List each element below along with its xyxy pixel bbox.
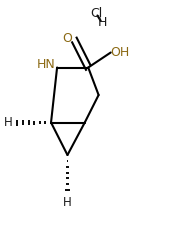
Text: HN: HN	[37, 58, 55, 71]
Text: OH: OH	[111, 46, 130, 59]
Text: O: O	[62, 32, 72, 45]
Text: H: H	[97, 16, 107, 29]
Text: Cl: Cl	[90, 7, 102, 20]
Text: H: H	[63, 196, 72, 208]
Text: H: H	[3, 116, 12, 129]
